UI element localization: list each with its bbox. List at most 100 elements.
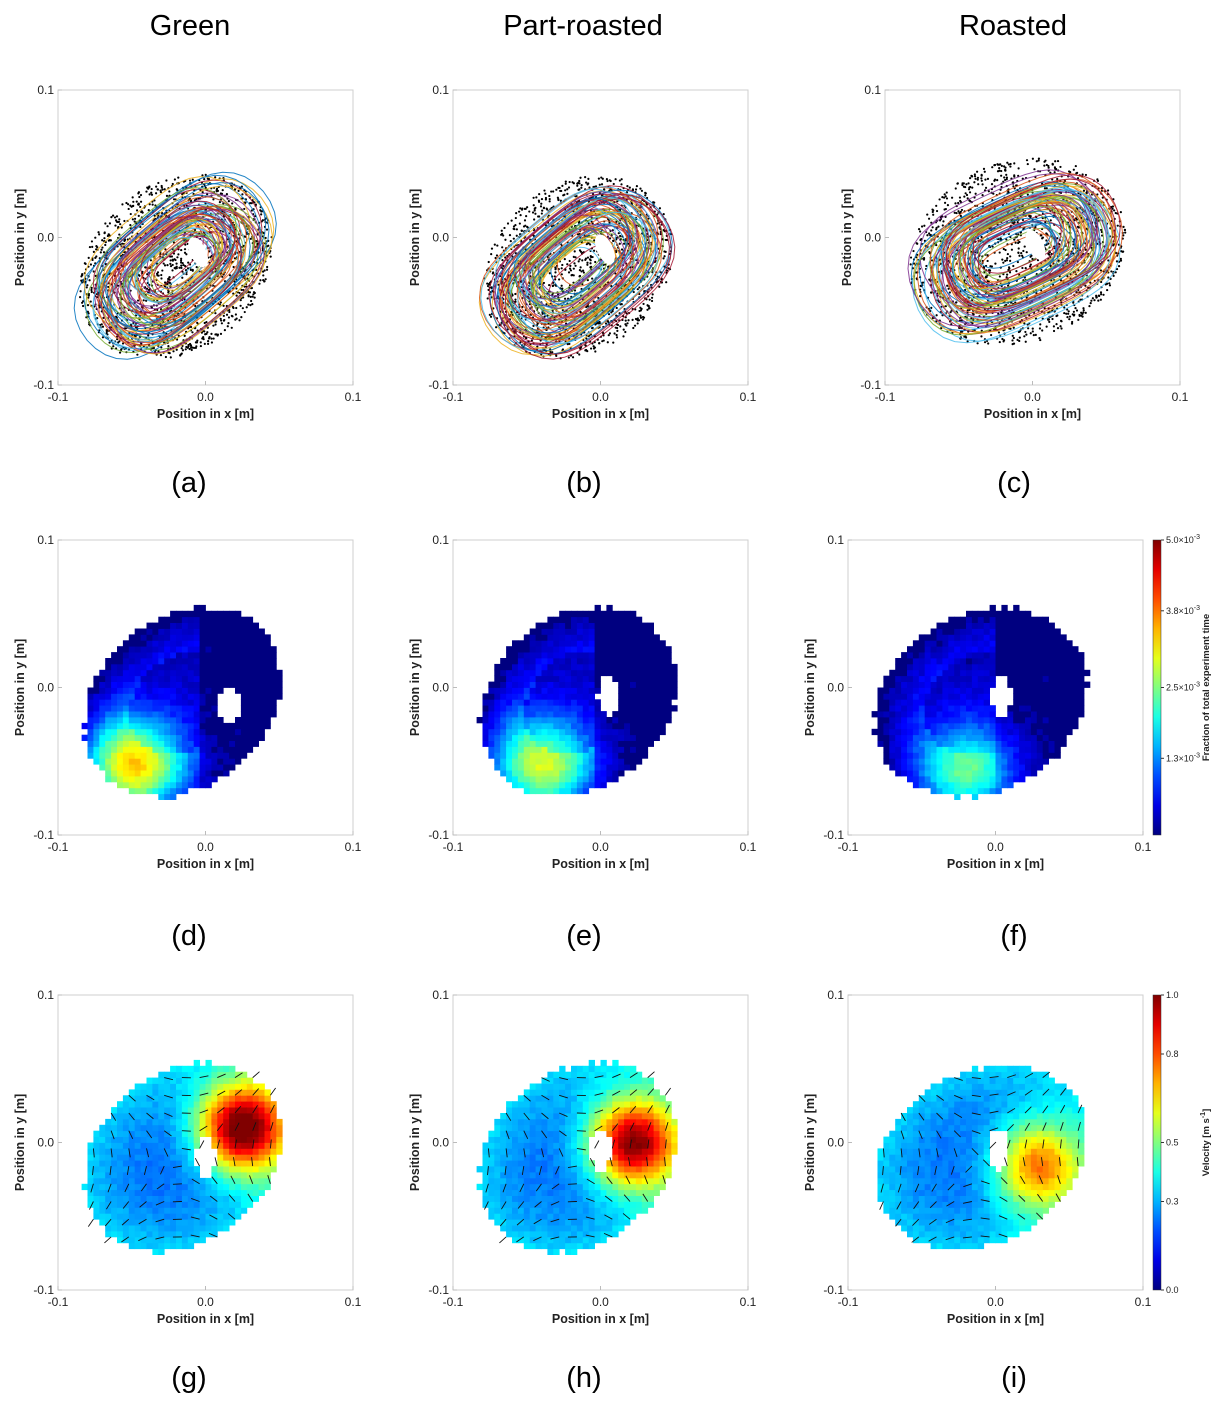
trajectory-point [515,228,518,231]
trajectory-point [1039,323,1042,326]
trajectory-point [983,341,987,344]
trajectory-point [586,279,589,282]
trajectory-point [1013,238,1016,241]
trajectory-point [1084,173,1088,177]
trajectory-point [955,301,958,304]
trajectory-point [147,209,150,212]
trajectory-point [572,182,575,185]
trajectory-point [126,203,130,206]
trajectory-point [1004,259,1007,263]
trajectory-point [103,231,106,235]
trajectory-point [959,214,962,217]
trajectory-line [548,243,628,318]
trajectory-point [1012,336,1015,340]
trajectory-point [510,219,513,222]
trajectory-point [566,263,569,266]
trajectory-point [1045,232,1048,235]
trajectory-point [222,304,225,307]
trajectory-point [645,203,649,206]
trajectory-point [166,264,169,267]
trajectory-point [1051,178,1054,181]
trajectory-point [578,258,581,261]
trajectory-point [163,264,167,267]
trajectory-point [150,191,153,194]
trajectory-point [1025,333,1028,336]
trajectory-point [159,189,162,192]
trajectory-point [1063,306,1066,309]
trajectory-point [181,349,185,352]
trajectory-point [954,187,957,190]
trajectory-point [561,287,564,290]
trajectory-point [974,192,977,195]
trajectory-point [502,264,505,268]
trajectory-point [578,275,581,278]
trajectory-point [190,344,193,348]
trajectory-point [1032,334,1035,337]
trajectory-point [1124,231,1127,234]
trajectory-point [566,192,569,195]
trajectory-point [146,273,149,276]
trajectory-point [961,183,964,187]
trajectory-point [1059,319,1063,322]
trajectory-point [204,333,207,336]
trajectory-point [223,329,226,332]
trajectory-point [85,286,88,289]
trajectory-point [212,337,215,340]
trajectory-point [1029,332,1032,335]
trajectory-point [1059,325,1062,328]
trajectory-point [209,256,212,259]
trajectory-point [1091,297,1094,300]
trajectory-point [188,347,191,351]
trajectory-point [92,270,95,273]
trajectory-point [957,201,960,205]
trajectory-point [1089,302,1092,305]
trajectory-point [1082,189,1086,192]
trajectory-point [539,205,543,208]
trajectory-point [132,204,135,207]
trajectory-point [1002,339,1006,342]
trajectory-point [1068,315,1072,318]
trajectory-point [540,202,543,205]
trajectory-point [920,225,924,228]
trajectory-point [98,233,101,236]
trajectory-point [81,274,84,277]
trajectory-point [94,236,97,239]
trajectory-point [239,299,242,302]
trajectory-cloud [73,171,277,360]
trajectory-point [985,275,988,279]
trajectory-point [639,187,642,190]
trajectory-point [1005,173,1008,176]
trajectory-point [568,259,571,263]
trajectory-point [544,198,547,201]
trajectory-line [556,220,628,287]
trajectory-point [241,193,244,196]
trajectory-point [980,335,983,338]
trajectory-point [612,182,615,186]
trajectory-point [943,196,946,199]
trajectory-line [535,225,645,328]
trajectory-point [996,179,999,182]
trajectory-point [580,270,583,273]
trajectory-point [619,325,622,328]
trajectory-point [1122,234,1125,237]
trajectory-point [927,217,931,220]
trajectory-point [586,261,589,264]
trajectory-point [214,323,217,326]
trajectory-point [97,231,100,234]
trajectory-point [991,245,994,248]
trajectory-point [81,304,85,308]
trajectory-point [138,274,141,277]
trajectory-line [523,201,638,309]
trajectory-point [935,314,938,317]
trajectory-point [88,245,92,249]
trajectory-point [118,351,122,354]
trajectory-point [201,190,204,194]
trajectory-point [563,297,567,300]
trajectory-point [631,188,635,191]
trajectory-point [949,311,952,314]
trajectory-point [493,243,496,246]
trajectory-point [1013,221,1016,224]
trajectory-point [1031,330,1034,333]
trajectory-point [223,318,226,322]
trajectory-point [107,233,110,236]
